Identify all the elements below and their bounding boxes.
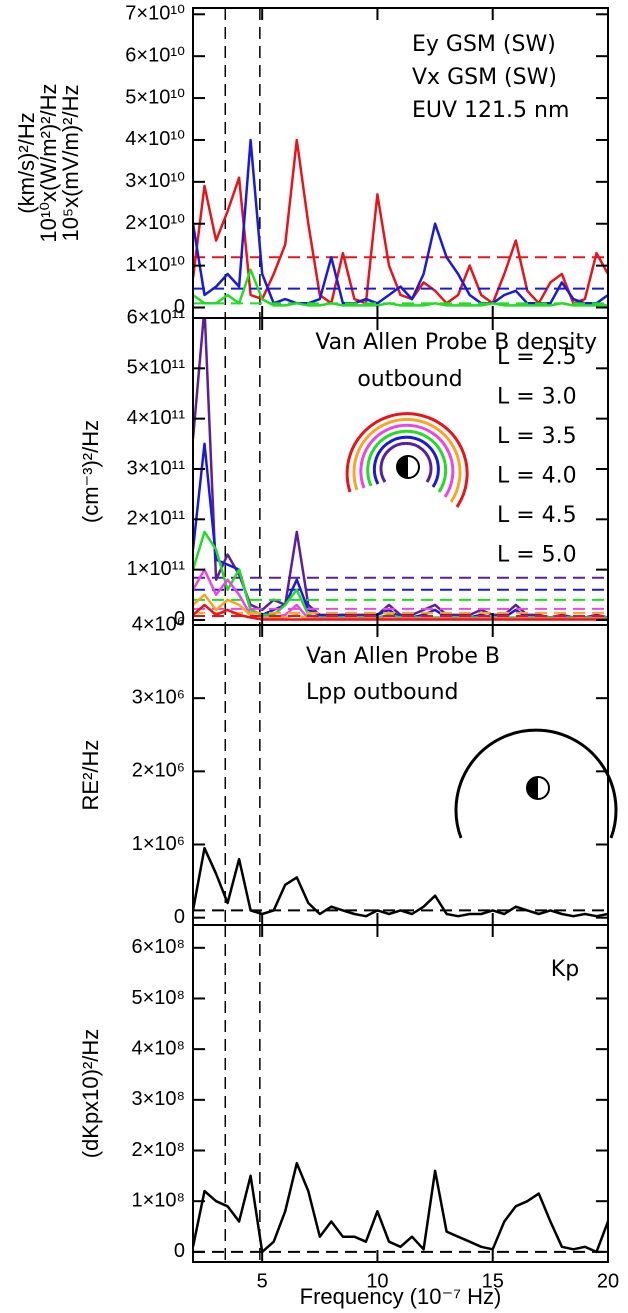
legend-entry: Ey GSM (SW) — [412, 32, 556, 57]
legend-entry: L = 4.5 — [497, 503, 577, 528]
y-tick-label: 4×10⁸ — [132, 1037, 186, 1059]
y-axis-label: 10⁵x(mV/m)²/Hz — [58, 84, 83, 241]
series-line — [193, 846, 608, 918]
y-tick-label: 1×10¹⁰ — [125, 254, 185, 276]
y-axis-label: RE²/Hz — [78, 740, 103, 811]
y-tick-label: 0 — [174, 296, 185, 318]
plot-area — [193, 925, 608, 1262]
y-tick-label: 5×10¹¹ — [127, 357, 186, 379]
y-axis-label: (cm⁻³)²/Hz — [78, 420, 103, 523]
y-tick-label: 4×10¹⁰ — [125, 128, 185, 150]
y-tick-label: 3×10¹¹ — [127, 457, 186, 479]
y-tick-label: 2×10¹¹ — [127, 508, 186, 530]
x-axis-label: Frequency (10⁻⁷ Hz) — [300, 1284, 502, 1309]
annotation: Van Allen Probe B — [306, 644, 500, 669]
y-tick-label: 0 — [174, 1240, 185, 1262]
y-tick-label: 2×10⁸ — [132, 1139, 186, 1161]
series-line — [193, 318, 608, 619]
axes-frame — [192, 624, 609, 926]
plot-area — [193, 8, 608, 318]
y-tick-label: 3×10¹⁰ — [125, 170, 185, 192]
y-tick-label: 0 — [174, 608, 185, 630]
legend-entry: L = 3.0 — [497, 385, 577, 410]
y-tick-label: 1×10⁸ — [132, 1189, 186, 1211]
x-tick-label: 5 — [257, 1270, 268, 1292]
annotation: Lpp outbound — [306, 680, 459, 705]
y-tick-label: 3×10⁶ — [132, 686, 185, 708]
plot-area — [193, 625, 608, 925]
y-axis-label: 10¹⁰x(W/m²)²/Hz — [36, 83, 61, 242]
y-tick-label: 5×10⁸ — [132, 987, 186, 1009]
y-axis-label: (dKpx10)²/Hz — [78, 1029, 103, 1159]
x-tick-label: 20 — [597, 1270, 619, 1292]
y-tick-label: 2×10⁶ — [132, 760, 185, 782]
legend-entry: Vx GSM (SW) — [412, 65, 557, 90]
y-tick-label: 1×10⁶ — [132, 833, 185, 855]
y-tick-label: 1×10¹¹ — [127, 558, 186, 580]
annotation: outbound — [357, 367, 462, 392]
y-tick-label: 4×10¹¹ — [127, 407, 186, 429]
probe-icon — [345, 412, 469, 508]
y-tick-label: 6×10⁸ — [132, 936, 186, 958]
series-line — [193, 268, 608, 307]
legend-entry: L = 5.0 — [497, 543, 577, 568]
legend-entry: EUV 121.5 nm — [412, 98, 569, 123]
series-line — [193, 1161, 608, 1254]
legend-entry: L = 4.0 — [497, 464, 577, 489]
legend-entry: L = 2.5 — [497, 345, 577, 370]
annotation: Van Allen Probe B density — [315, 330, 597, 355]
y-tick-label: 4×10⁶ — [132, 613, 185, 635]
x-tick-label: 10 — [366, 1270, 388, 1292]
y-tick-label: 3×10⁸ — [132, 1088, 186, 1110]
y-tick-label: 6×10¹¹ — [127, 306, 186, 328]
y-tick-label: 7×10¹⁰ — [125, 3, 185, 25]
x-tick-label: 15 — [482, 1270, 504, 1292]
y-axis-label: (km/s)²/Hz — [14, 112, 39, 213]
annotation: Kp — [551, 957, 579, 982]
lpp-icon — [454, 728, 618, 839]
y-tick-label: 6×10¹⁰ — [125, 44, 185, 66]
axes-frame — [192, 924, 609, 1263]
y-tick-label: 0 — [174, 906, 185, 928]
y-tick-label: 2×10¹⁰ — [125, 212, 185, 234]
y-tick-label: 5×10¹⁰ — [125, 86, 185, 108]
legend-entry: L = 3.5 — [497, 424, 577, 449]
